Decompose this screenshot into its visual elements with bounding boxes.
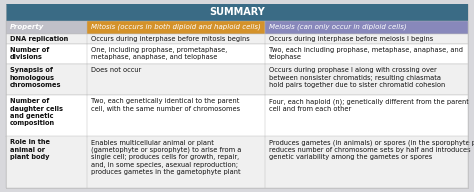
Text: Number of
divisions: Number of divisions	[10, 47, 49, 60]
Text: Occurs during interphase before mitosis begins: Occurs during interphase before mitosis …	[91, 36, 250, 42]
Bar	[6, 137, 468, 188]
Text: Two, each including prophase, metaphase, anaphase, and
telophase: Two, each including prophase, metaphase,…	[269, 47, 463, 60]
Text: Two, each genetically identical to the parent
cell, with the same number of chro: Two, each genetically identical to the p…	[91, 98, 240, 112]
Text: Occurs during prophase I along with crossing over
between nonsister chromatids; : Occurs during prophase I along with cros…	[269, 67, 445, 88]
Bar	[6, 21, 87, 33]
Text: Meiosis (can only occur in diploid cells): Meiosis (can only occur in diploid cells…	[269, 24, 406, 30]
Text: Number of
daughter cells
and genetic
composition: Number of daughter cells and genetic com…	[10, 98, 63, 126]
Bar	[6, 44, 468, 64]
Text: DNA replication: DNA replication	[10, 36, 68, 42]
Text: SUMMARY: SUMMARY	[209, 7, 265, 17]
Bar	[6, 95, 468, 137]
Bar	[264, 21, 468, 33]
Text: Synapsis of
homologous
chromosomes: Synapsis of homologous chromosomes	[10, 67, 62, 88]
Text: One, including prophase, prometaphase,
metaphase, anaphase, and telophase: One, including prophase, prometaphase, m…	[91, 47, 227, 60]
Text: Enables multicellular animal or plant
(gametophyte or sporophyte) to arise from : Enables multicellular animal or plant (g…	[91, 140, 241, 175]
Text: Role in the
animal or
plant body: Role in the animal or plant body	[10, 140, 50, 160]
Bar	[6, 64, 468, 95]
Text: Property: Property	[10, 24, 45, 30]
Bar	[6, 33, 468, 44]
Text: Does not occur: Does not occur	[91, 67, 141, 73]
Text: Four, each haploid (n); genetically different from the parent
cell and from each: Four, each haploid (n); genetically diff…	[269, 98, 469, 112]
Bar	[6, 4, 468, 21]
Text: Occurs during interphase before meiosis I begins: Occurs during interphase before meiosis …	[269, 36, 433, 42]
Text: Mitosis (occurs in both diploid and haploid cells): Mitosis (occurs in both diploid and hapl…	[91, 24, 261, 30]
Bar	[87, 21, 264, 33]
Text: Produces gametes (in animals) or spores (in the sporophyte plan
reduces number o: Produces gametes (in animals) or spores …	[269, 140, 474, 161]
